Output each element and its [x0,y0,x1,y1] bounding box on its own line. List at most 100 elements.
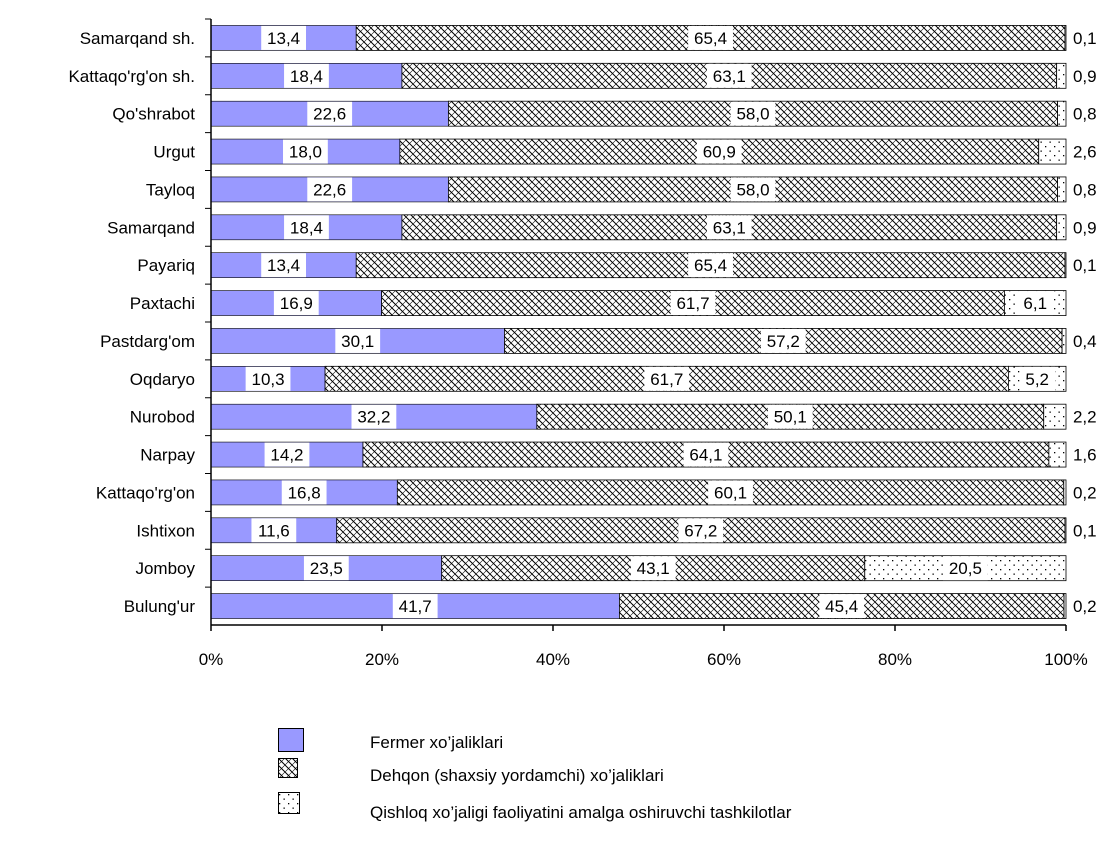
data-label-bg-dehqon-ishtixon [678,518,724,543]
x-tick-label-3: 60% [707,650,741,669]
category-label-samarqand-sh: Samarqand sh. [80,29,195,48]
data-label-bg-fermer-paxtachi [273,291,319,316]
x-tick-label-2: 40% [536,650,570,669]
data-label-fermer-samarqand: 18,4 [290,218,323,237]
data-label-dehqon-tayloq: 58,0 [736,180,769,199]
data-label-tashkilot-qo-shrabot: 0,8 [1073,105,1097,124]
x-tick-label-1: 20% [365,650,399,669]
data-label-bg-fermer-samarqand-sh [261,25,307,50]
data-label-bg-fermer-tayloq [307,177,353,202]
data-label-bg-fermer-nurobod [351,404,397,429]
data-label-bg-fermer-kattaqo-rg-on [281,480,327,505]
category-label-bulung-ur: Bulung'ur [124,597,196,616]
data-label-fermer-kattaqo-rg-on: 16,8 [288,483,321,502]
data-label-bg-tashkilot-jomboy [942,556,988,581]
x-tick-label-5: 100% [1044,650,1087,669]
data-label-bg-tashkilot-samarqand-sh [1067,25,1103,50]
data-label-bg-tashkilot-urgut [1067,139,1103,164]
legend-label-fermer: Fermer xo’jaliklari [370,733,504,752]
x-tick-label-4: 80% [878,650,912,669]
data-label-tashkilot-pastdarg-om: 0,4 [1073,332,1097,351]
data-label-bg-tashkilot-tayloq [1067,177,1103,202]
data-label-bg-fermer-samarqand [284,215,329,240]
data-label-fermer-pastdarg-om: 30,1 [341,332,374,351]
data-label-bg-fermer-payariq [261,253,307,278]
data-label-bg-fermer-ishtixon [251,518,297,543]
bar-tashkilot-nurobod [1043,403,1067,430]
data-label-dehqon-bulung-ur: 45,4 [825,597,858,616]
data-label-bg-fermer-qo-shrabot [307,101,353,126]
bar-tashkilot-bulung-ur [1063,593,1067,619]
data-label-bg-tashkilot-paxtachi [1017,291,1054,316]
bar-tashkilot-kattaqo-rg-on [1063,479,1067,506]
data-label-bg-tashkilot-pastdarg-om [1067,328,1103,353]
data-label-bg-dehqon-jomboy [630,556,676,581]
data-label-dehqon-samarqand: 63,1 [713,218,746,237]
data-label-fermer-qo-shrabot: 22,6 [313,105,346,124]
legend-label-dehqon: Dehqon (shaxsiy yordamchi) xo’jaliklari [370,766,664,785]
category-label-pastdarg-om: Pastdarg'om [100,332,195,351]
data-label-bg-fermer-narpay [264,442,310,467]
data-label-fermer-payariq: 13,4 [267,256,300,275]
data-label-fermer-samarqand-sh: 13,4 [267,29,300,48]
data-label-fermer-oqdaryo: 10,3 [251,370,284,389]
data-label-bg-fermer-oqdaryo [245,366,291,391]
data-label-dehqon-kattaqo-rg-on-sh: 63,1 [713,67,746,86]
bar-tashkilot-samarqand [1056,214,1067,241]
data-label-bg-dehqon-tayloq [730,177,776,202]
data-label-fermer-ishtixon: 11,6 [258,521,290,540]
data-label-dehqon-narpay: 64,1 [689,446,722,465]
data-label-bg-tashkilot-kattaqo-rg-on-sh [1067,63,1103,88]
data-label-dehqon-urgut: 60,9 [703,143,736,162]
category-label-narpay: Narpay [140,446,195,465]
category-label-jomboy: Jomboy [135,559,195,578]
category-label-tayloq: Tayloq [146,180,195,199]
legend-swatch-fermer [278,728,304,752]
data-label-bg-tashkilot-payariq [1067,253,1103,278]
data-label-tashkilot-narpay: 1,6 [1073,446,1097,465]
data-label-bg-dehqon-narpay [683,442,729,467]
category-label-payariq: Payariq [137,256,195,275]
data-label-tashkilot-kattaqo-rg-on-sh: 0,9 [1073,67,1097,86]
data-label-bg-fermer-bulung-ur [392,594,438,619]
category-label-ishtixon: Ishtixon [136,521,195,540]
data-label-fermer-jomboy: 23,5 [310,559,343,578]
category-label-kattaqo-rg-on-sh: Kattaqo'rg'on sh. [68,67,195,86]
bar-tashkilot-payariq [1064,252,1067,279]
data-label-tashkilot-samarqand-sh: 0,1 [1073,29,1097,48]
data-label-fermer-nurobod: 32,2 [357,408,390,427]
category-label-nurobod: Nurobod [130,408,195,427]
bar-tashkilot-pastdarg-om [1061,328,1067,354]
data-label-tashkilot-samarqand: 0,9 [1073,218,1097,237]
category-label-qo-shrabot: Qo'shrabot [112,105,195,124]
data-label-bg-fermer-urgut [283,139,328,164]
data-label-tashkilot-payariq: 0,1 [1073,256,1097,275]
legend-swatch-dehqon [278,758,298,778]
data-label-bg-dehqon-urgut [696,139,742,164]
bar-tashkilot-narpay [1048,441,1067,468]
data-label-bg-tashkilot-bulung-ur [1067,594,1103,619]
data-label-bg-dehqon-payariq [688,253,733,278]
data-label-fermer-bulung-ur: 41,7 [399,597,432,616]
data-label-bg-dehqon-nurobod [767,404,813,429]
data-label-bg-dehqon-pastdarg-om [760,328,806,353]
data-label-dehqon-ishtixon: 67,2 [684,521,717,540]
data-label-bg-dehqon-oqdaryo [644,366,690,391]
data-label-fermer-kattaqo-rg-on-sh: 18,4 [290,67,323,86]
data-label-fermer-tayloq: 22,6 [313,180,346,199]
data-label-dehqon-payariq: 65,4 [694,256,727,275]
data-label-dehqon-oqdaryo: 61,7 [650,370,683,389]
data-label-tashkilot-jomboy: 20,5 [949,559,982,578]
data-label-bg-tashkilot-ishtixon [1067,518,1103,543]
data-label-tashkilot-nurobod: 2,2 [1073,408,1097,427]
data-label-fermer-paxtachi: 16,9 [280,294,313,313]
legend-swatch-tashkilot [278,792,300,814]
data-label-bg-dehqon-kattaqo-rg-on-sh [706,63,752,88]
data-label-bg-dehqon-paxtachi [670,291,716,316]
x-tick-label-0: 0% [199,650,224,669]
data-label-dehqon-nurobod: 50,1 [774,408,807,427]
data-label-bg-tashkilot-qo-shrabot [1067,101,1103,126]
bar-tashkilot-ishtixon [1064,517,1067,544]
data-label-tashkilot-urgut: 2,6 [1073,143,1097,162]
